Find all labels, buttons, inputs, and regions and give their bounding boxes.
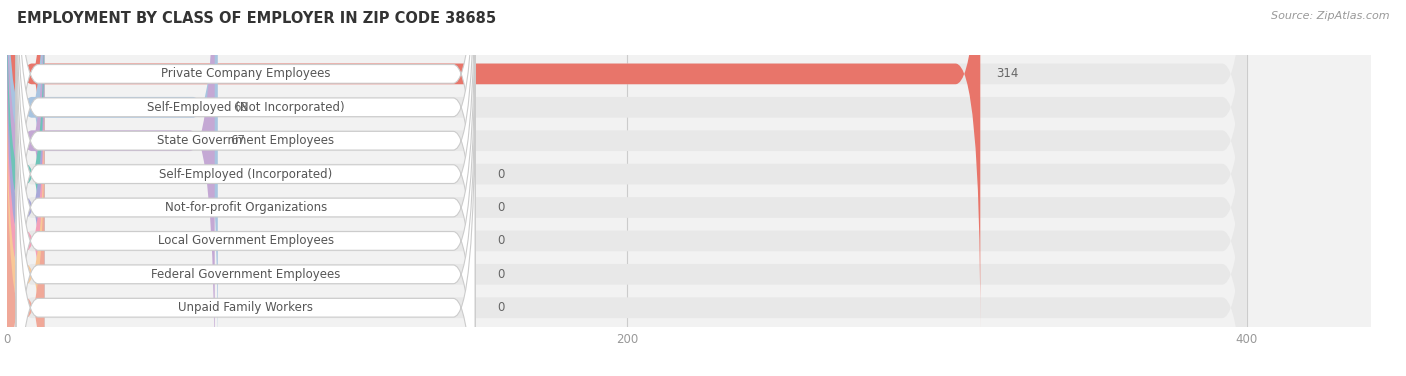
FancyBboxPatch shape <box>17 0 475 365</box>
Text: Self-Employed (Not Incorporated): Self-Employed (Not Incorporated) <box>146 101 344 114</box>
FancyBboxPatch shape <box>7 84 44 376</box>
Text: 68: 68 <box>233 101 249 114</box>
FancyBboxPatch shape <box>7 51 44 376</box>
FancyBboxPatch shape <box>7 118 44 376</box>
FancyBboxPatch shape <box>7 51 1247 376</box>
FancyBboxPatch shape <box>17 83 475 376</box>
FancyBboxPatch shape <box>7 0 1247 364</box>
FancyBboxPatch shape <box>7 0 44 331</box>
FancyBboxPatch shape <box>7 0 1247 376</box>
Text: 0: 0 <box>496 268 505 281</box>
Text: 0: 0 <box>496 168 505 180</box>
FancyBboxPatch shape <box>7 0 44 297</box>
Text: 67: 67 <box>231 134 245 147</box>
FancyBboxPatch shape <box>17 50 475 376</box>
FancyBboxPatch shape <box>7 0 44 264</box>
Text: EMPLOYMENT BY CLASS OF EMPLOYER IN ZIP CODE 38685: EMPLOYMENT BY CLASS OF EMPLOYER IN ZIP C… <box>17 11 496 26</box>
FancyBboxPatch shape <box>7 0 1247 376</box>
FancyBboxPatch shape <box>17 0 475 376</box>
Text: Private Company Employees: Private Company Employees <box>160 67 330 80</box>
Text: Unpaid Family Workers: Unpaid Family Workers <box>179 301 314 314</box>
FancyBboxPatch shape <box>17 17 475 376</box>
FancyBboxPatch shape <box>7 0 1247 376</box>
FancyBboxPatch shape <box>7 0 1247 376</box>
FancyBboxPatch shape <box>7 17 44 376</box>
FancyBboxPatch shape <box>7 0 215 376</box>
FancyBboxPatch shape <box>17 0 475 299</box>
Text: Self-Employed (Incorporated): Self-Employed (Incorporated) <box>159 168 332 180</box>
Text: Not-for-profit Organizations: Not-for-profit Organizations <box>165 201 326 214</box>
FancyBboxPatch shape <box>17 0 475 376</box>
Text: 314: 314 <box>995 67 1018 80</box>
FancyBboxPatch shape <box>7 0 44 364</box>
Text: 0: 0 <box>496 301 505 314</box>
Text: 0: 0 <box>496 201 505 214</box>
FancyBboxPatch shape <box>7 0 980 331</box>
FancyBboxPatch shape <box>7 17 1247 376</box>
FancyBboxPatch shape <box>17 0 475 332</box>
FancyBboxPatch shape <box>7 0 218 364</box>
FancyBboxPatch shape <box>7 0 1247 331</box>
Text: Local Government Employees: Local Government Employees <box>157 234 333 247</box>
Text: Source: ZipAtlas.com: Source: ZipAtlas.com <box>1271 11 1389 21</box>
Text: State Government Employees: State Government Employees <box>157 134 335 147</box>
Text: Federal Government Employees: Federal Government Employees <box>150 268 340 281</box>
Text: 0: 0 <box>496 234 505 247</box>
